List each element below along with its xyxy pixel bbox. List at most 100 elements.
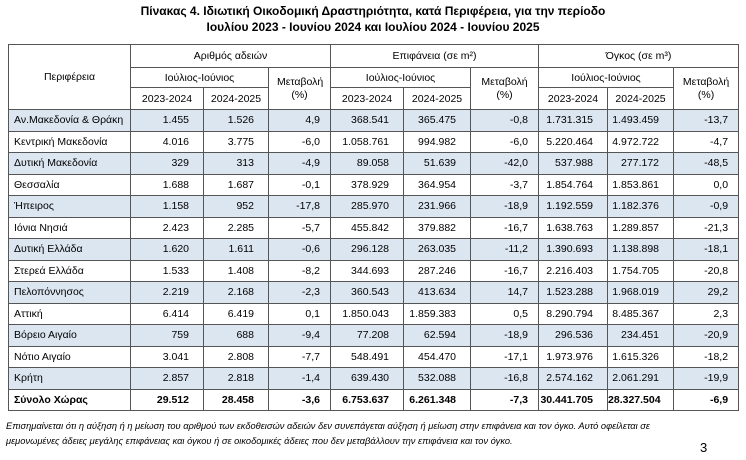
table-row: Πελοπόννησος 2.219 2.168 -2,3 360.543 413.634… — [8, 281, 740, 304]
value-cell: -4,7 — [673, 130, 740, 153]
value-cell: 8.485.367 — [607, 302, 675, 325]
value-cell: -0,8 — [470, 109, 540, 132]
value-cell: 1.620 — [130, 238, 204, 261]
table-row: Κρήτη 2.857 2.818 -1,4 639.430 532.088 -16,8 2.… — [8, 367, 740, 390]
value-cell: 1.455 — [130, 109, 204, 132]
value-cell: -16,7 — [470, 259, 540, 282]
value-cell: -18,9 — [470, 324, 540, 347]
value-cell: 364.954 — [403, 173, 472, 196]
value-cell: 62.594 — [403, 324, 472, 347]
value-cell: -0,1 — [267, 173, 332, 196]
value-cell: 1.850.043 — [330, 302, 405, 325]
value-cell: -3,6 — [267, 388, 332, 411]
value-cell: -16,8 — [470, 367, 540, 390]
value-cell: 2.216.403 — [538, 259, 609, 282]
year-header: 2023-2024 — [330, 87, 405, 110]
value-cell: 2.061.291 — [607, 367, 675, 390]
region-cell: Αττική — [8, 302, 131, 325]
group-header: Όγκος (σε m³) — [538, 44, 740, 68]
value-cell: -18,9 — [470, 195, 540, 218]
value-cell: -9,4 — [267, 324, 332, 347]
header-row: Ιούλιος-Ιούνιος Μεταβολή (%) Ιούλιος-Ιούνι… — [9, 67, 740, 110]
value-cell: 29,2 — [673, 281, 740, 304]
value-cell: 6.419 — [203, 302, 269, 325]
value-cell: -4,9 — [267, 152, 332, 175]
value-cell: 277.172 — [607, 152, 675, 175]
year-header: 2023-2024 — [538, 87, 609, 110]
value-cell: 313 — [203, 152, 269, 175]
value-cell: 688 — [203, 324, 269, 347]
value-cell: 368.541 — [330, 109, 405, 132]
value-cell: -42,0 — [470, 152, 540, 175]
value-cell: -1,4 — [267, 367, 332, 390]
value-cell: -48,5 — [673, 152, 740, 175]
value-cell: 344.693 — [330, 259, 405, 282]
value-cell: -19,9 — [673, 367, 740, 390]
table-row: Βόρειο Αιγαίο 759 688 -9,4 77.208 62.594 -18,9… — [8, 324, 740, 347]
value-cell: -17,1 — [470, 345, 540, 368]
table-row: Αττική 6.414 6.419 0,1 1.850.043 1.859.383 0,5… — [8, 302, 740, 325]
value-cell: 329 — [130, 152, 204, 175]
value-cell: 1.158 — [130, 195, 204, 218]
value-cell: 2.818 — [203, 367, 269, 390]
value-cell: 14,7 — [470, 281, 540, 304]
value-cell: 454.470 — [403, 345, 472, 368]
value-cell: 28.458 — [203, 388, 269, 411]
value-cell: 1.408 — [203, 259, 269, 282]
value-cell: 3.775 — [203, 130, 269, 153]
region-cell: Δυτική Μακεδονία — [8, 152, 131, 175]
value-cell: -20,8 — [673, 259, 740, 282]
value-cell: 0,1 — [267, 302, 332, 325]
value-cell: 994.982 — [403, 130, 472, 153]
value-cell: 378.929 — [330, 173, 405, 196]
value-cell: 379.882 — [403, 216, 472, 239]
value-cell: -13,7 — [673, 109, 740, 132]
value-cell: 4.016 — [130, 130, 204, 153]
year-header: 2023-2024 — [130, 87, 204, 110]
region-cell: Σύνολο Χώρας — [8, 388, 131, 411]
value-cell: 1.615.326 — [607, 345, 675, 368]
region-cell: Βόρειο Αιγαίο — [8, 324, 131, 347]
value-cell: -3,7 — [470, 173, 540, 196]
value-cell: -5,7 — [267, 216, 332, 239]
group-header: Αριθμός αδειών — [129, 44, 332, 68]
value-cell: 1.731.315 — [538, 109, 609, 132]
value-cell: 548.491 — [330, 345, 405, 368]
value-cell: -8,2 — [267, 259, 332, 282]
value-cell: 28.327.504 — [607, 388, 675, 411]
region-header: Περιφέρεια — [8, 44, 131, 110]
value-cell: 89.058 — [330, 152, 405, 175]
region-cell: Θεσσαλία — [8, 173, 131, 196]
value-cell: 3.041 — [130, 345, 204, 368]
value-cell: 296.128 — [330, 238, 405, 261]
region-cell: Νότιο Αιγαίο — [8, 345, 131, 368]
value-cell: 234.451 — [607, 324, 675, 347]
value-cell: 8.290.794 — [538, 302, 609, 325]
value-cell: 1.854.764 — [538, 173, 609, 196]
table-row: Ήπειρος 1.158 952 -17,8 285.970 231.966 -18,9 1… — [8, 195, 740, 218]
period-header: Ιούλιος-Ιούνιος — [130, 67, 269, 88]
value-cell: 759 — [130, 324, 204, 347]
value-cell: 1.390.693 — [538, 238, 609, 261]
value-cell: 29.512 — [130, 388, 204, 411]
group-header: Επιφάνεια (σε m²) — [330, 44, 540, 68]
value-cell: 1.973.976 — [538, 345, 609, 368]
value-cell: -18,2 — [673, 345, 740, 368]
value-cell: 1.138.898 — [607, 238, 675, 261]
value-cell: 5.220.464 — [538, 130, 609, 153]
value-cell: 1.058.761 — [330, 130, 405, 153]
table-row: Θεσσαλία 1.688 1.687 -0,1 378.929 364.954 -3,7… — [8, 173, 740, 196]
value-cell: -6,0 — [267, 130, 332, 153]
value-cell: -0,9 — [673, 195, 740, 218]
region-cell: Κρήτη — [8, 367, 131, 390]
header-row: 2023-2024 2024-2025 2023-2024 2024-2025 2023… — [9, 87, 739, 110]
value-cell: 1.687 — [203, 173, 269, 196]
table-row: Ιόνια Νησιά 2.423 2.285 -5,7 455.842 379.882-… — [8, 216, 740, 239]
value-cell: 51.639 — [403, 152, 472, 175]
value-cell: -16,7 — [470, 216, 540, 239]
value-cell: 77.208 — [330, 324, 405, 347]
table-row: Δυτική Μακεδονία 329 313 -4,9 89.058 51.639 -4… — [8, 152, 740, 175]
table-row: Αν.Μακεδονία & Θράκη 1.455 1.526 4,9 368.541… — [8, 109, 740, 132]
value-cell: -6,9 — [673, 388, 740, 411]
